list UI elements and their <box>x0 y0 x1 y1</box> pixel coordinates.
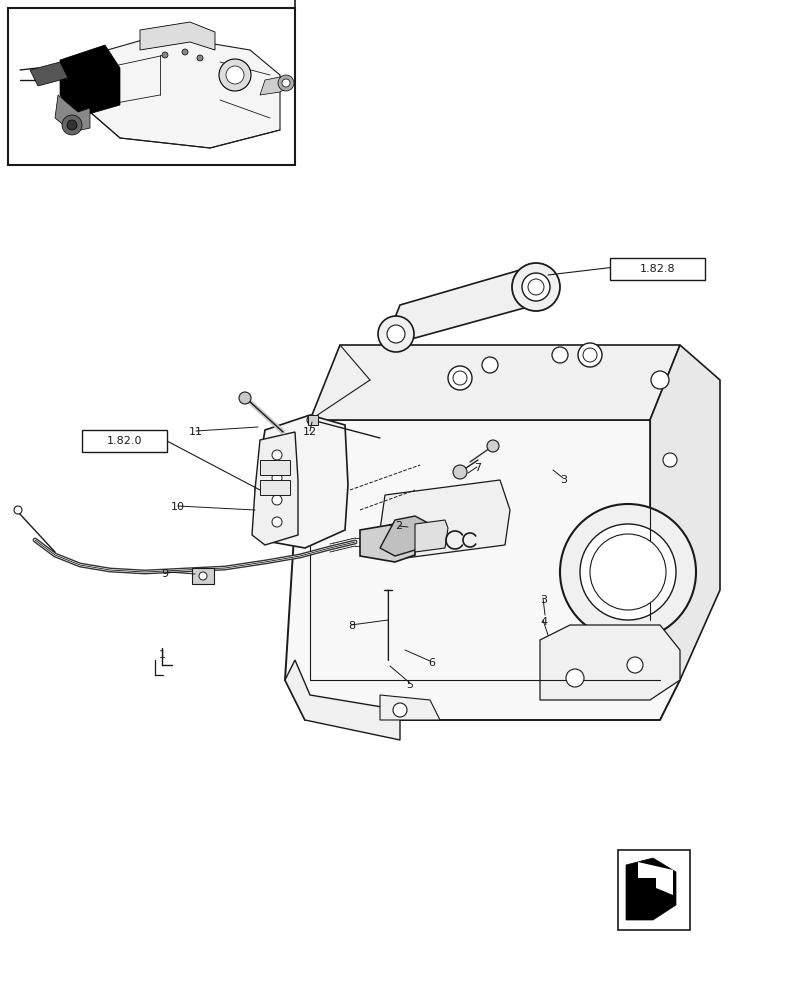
Circle shape <box>377 316 414 352</box>
Circle shape <box>218 59 251 91</box>
Circle shape <box>521 273 549 301</box>
Text: 7: 7 <box>474 463 481 473</box>
Polygon shape <box>259 76 291 95</box>
Circle shape <box>487 440 499 452</box>
Circle shape <box>560 504 695 640</box>
Text: 1: 1 <box>158 650 165 660</box>
Bar <box>259 480 290 495</box>
Circle shape <box>582 348 597 362</box>
Circle shape <box>447 366 471 390</box>
Text: 1.82.8: 1.82.8 <box>639 264 675 274</box>
Bar <box>618 850 689 930</box>
Polygon shape <box>284 420 679 720</box>
Text: 10: 10 <box>171 502 185 512</box>
Text: 8: 8 <box>348 621 355 631</box>
Circle shape <box>271 495 282 505</box>
Polygon shape <box>638 862 672 895</box>
Text: 3: 3 <box>560 475 567 485</box>
Circle shape <box>197 55 202 61</box>
Circle shape <box>271 450 282 460</box>
Circle shape <box>67 120 77 130</box>
Polygon shape <box>649 345 719 680</box>
Circle shape <box>271 473 282 483</box>
Polygon shape <box>255 415 348 548</box>
Circle shape <box>579 524 675 620</box>
Circle shape <box>589 534 665 610</box>
Polygon shape <box>30 62 68 86</box>
Circle shape <box>662 453 676 467</box>
Circle shape <box>452 465 467 479</box>
Text: 2: 2 <box>395 521 402 531</box>
Text: 1.82.0: 1.82.0 <box>107 436 142 446</box>
Circle shape <box>278 75 294 91</box>
Polygon shape <box>251 432 298 545</box>
Polygon shape <box>140 22 214 50</box>
Bar <box>259 460 290 475</box>
Polygon shape <box>414 520 447 552</box>
Circle shape <box>650 371 668 389</box>
Text: 4: 4 <box>540 617 547 627</box>
Polygon shape <box>310 345 679 420</box>
Polygon shape <box>540 625 679 700</box>
Polygon shape <box>380 480 509 560</box>
Bar <box>82 430 167 452</box>
Circle shape <box>452 371 467 385</box>
Polygon shape <box>380 695 439 720</box>
Polygon shape <box>360 524 414 562</box>
Text: 5: 5 <box>406 680 413 690</box>
Polygon shape <box>308 415 318 425</box>
Circle shape <box>238 392 251 404</box>
Circle shape <box>482 357 497 373</box>
Circle shape <box>393 703 406 717</box>
Polygon shape <box>626 858 675 920</box>
Circle shape <box>565 669 583 687</box>
Circle shape <box>577 343 601 367</box>
Circle shape <box>62 115 82 135</box>
Polygon shape <box>284 660 400 740</box>
Circle shape <box>282 79 290 87</box>
Circle shape <box>552 347 567 363</box>
Bar <box>192 568 214 584</box>
Circle shape <box>528 279 544 295</box>
Circle shape <box>626 657 642 673</box>
Circle shape <box>512 263 560 311</box>
Bar <box>609 258 704 280</box>
Polygon shape <box>380 516 431 556</box>
Circle shape <box>307 415 316 425</box>
Circle shape <box>161 52 168 58</box>
Polygon shape <box>60 45 120 118</box>
Polygon shape <box>90 35 279 148</box>
Circle shape <box>181 49 188 55</box>
Polygon shape <box>55 95 90 132</box>
Text: 6: 6 <box>428 658 435 668</box>
Circle shape <box>14 506 22 514</box>
Circle shape <box>226 66 243 84</box>
Circle shape <box>271 517 282 527</box>
Circle shape <box>199 572 206 580</box>
Text: 3: 3 <box>540 595 547 605</box>
Text: 11: 11 <box>189 427 202 437</box>
Bar <box>8 8 295 165</box>
Text: 9: 9 <box>161 569 169 579</box>
Circle shape <box>386 325 405 343</box>
Polygon shape <box>389 270 540 338</box>
Text: 12: 12 <box>303 427 316 437</box>
